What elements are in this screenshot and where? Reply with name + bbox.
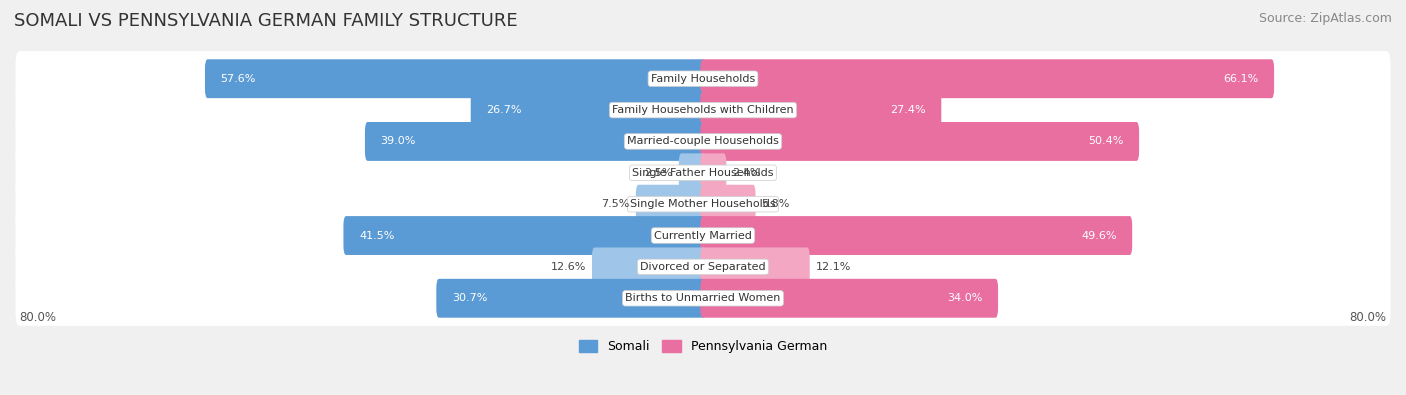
Text: 26.7%: 26.7% bbox=[486, 105, 522, 115]
FancyBboxPatch shape bbox=[366, 122, 706, 161]
FancyBboxPatch shape bbox=[15, 145, 1391, 200]
Text: 12.6%: 12.6% bbox=[551, 262, 586, 272]
Text: SOMALI VS PENNSYLVANIA GERMAN FAMILY STRUCTURE: SOMALI VS PENNSYLVANIA GERMAN FAMILY STR… bbox=[14, 12, 517, 30]
FancyBboxPatch shape bbox=[15, 271, 1391, 326]
FancyBboxPatch shape bbox=[343, 216, 706, 255]
FancyBboxPatch shape bbox=[700, 247, 810, 286]
Text: 49.6%: 49.6% bbox=[1081, 231, 1116, 241]
FancyBboxPatch shape bbox=[205, 59, 706, 98]
Text: Family Households with Children: Family Households with Children bbox=[612, 105, 794, 115]
FancyBboxPatch shape bbox=[471, 90, 706, 130]
FancyBboxPatch shape bbox=[700, 185, 755, 224]
Text: 5.8%: 5.8% bbox=[762, 199, 790, 209]
Text: 80.0%: 80.0% bbox=[1350, 311, 1386, 324]
Text: 30.7%: 30.7% bbox=[451, 293, 488, 303]
Text: Source: ZipAtlas.com: Source: ZipAtlas.com bbox=[1258, 12, 1392, 25]
FancyBboxPatch shape bbox=[15, 114, 1391, 169]
FancyBboxPatch shape bbox=[700, 90, 941, 130]
Text: 66.1%: 66.1% bbox=[1223, 74, 1258, 84]
FancyBboxPatch shape bbox=[15, 51, 1391, 106]
FancyBboxPatch shape bbox=[436, 279, 706, 318]
Text: 39.0%: 39.0% bbox=[381, 136, 416, 147]
FancyBboxPatch shape bbox=[592, 247, 706, 286]
FancyBboxPatch shape bbox=[700, 122, 1139, 161]
Text: 57.6%: 57.6% bbox=[221, 74, 256, 84]
Text: 12.1%: 12.1% bbox=[815, 262, 851, 272]
FancyBboxPatch shape bbox=[700, 216, 1132, 255]
FancyBboxPatch shape bbox=[15, 208, 1391, 263]
Text: 2.4%: 2.4% bbox=[733, 168, 761, 178]
FancyBboxPatch shape bbox=[679, 153, 706, 192]
FancyBboxPatch shape bbox=[636, 185, 706, 224]
Text: Currently Married: Currently Married bbox=[654, 231, 752, 241]
Text: 34.0%: 34.0% bbox=[948, 293, 983, 303]
Text: Divorced or Separated: Divorced or Separated bbox=[640, 262, 766, 272]
FancyBboxPatch shape bbox=[700, 279, 998, 318]
Text: 50.4%: 50.4% bbox=[1088, 136, 1123, 147]
Text: Married-couple Households: Married-couple Households bbox=[627, 136, 779, 147]
FancyBboxPatch shape bbox=[15, 177, 1391, 232]
FancyBboxPatch shape bbox=[15, 239, 1391, 295]
Text: 80.0%: 80.0% bbox=[20, 311, 56, 324]
Text: 7.5%: 7.5% bbox=[602, 199, 630, 209]
Text: Births to Unmarried Women: Births to Unmarried Women bbox=[626, 293, 780, 303]
FancyBboxPatch shape bbox=[15, 83, 1391, 138]
Text: Single Father Households: Single Father Households bbox=[633, 168, 773, 178]
Text: 2.5%: 2.5% bbox=[644, 168, 673, 178]
FancyBboxPatch shape bbox=[700, 59, 1274, 98]
FancyBboxPatch shape bbox=[700, 153, 727, 192]
Text: 27.4%: 27.4% bbox=[890, 105, 925, 115]
Legend: Somali, Pennsylvania German: Somali, Pennsylvania German bbox=[574, 335, 832, 358]
Text: 41.5%: 41.5% bbox=[359, 231, 394, 241]
Text: Single Mother Households: Single Mother Households bbox=[630, 199, 776, 209]
Text: Family Households: Family Households bbox=[651, 74, 755, 84]
